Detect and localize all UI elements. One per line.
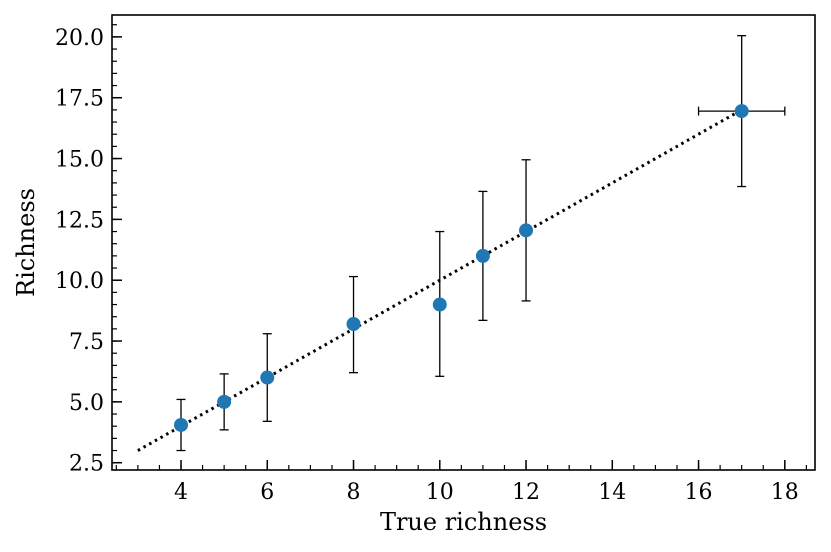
major-ticks (112, 36, 786, 470)
x-axis-label: True richness (380, 508, 547, 536)
tick-labels: 4 6 8 10 12 14 16 18 2.5 5.0 7.5 10.0 12.5 15.0 17.5 20… (55, 26, 799, 505)
x-tick-label: 12 (512, 480, 540, 505)
x-tick-label: 18 (771, 480, 799, 505)
x-tick-label: 10 (426, 480, 454, 505)
data-point (346, 317, 361, 332)
y-tick-label: 17.5 (55, 87, 104, 112)
y-tick-label: 15.0 (55, 148, 104, 173)
data-point (734, 104, 749, 119)
y-tick-label: 10.0 (55, 269, 104, 294)
x-tick-label: 14 (598, 480, 626, 505)
data-point (475, 248, 490, 263)
x-tick-label: 8 (347, 480, 361, 505)
data-point (432, 297, 447, 312)
x-tick-label: 6 (260, 480, 274, 505)
y-tick-label: 7.5 (69, 330, 104, 355)
x-tick-label: 16 (685, 480, 713, 505)
data-point (260, 370, 275, 385)
data-point (217, 394, 232, 409)
y-tick-label: 5.0 (69, 391, 104, 416)
y-tick-label: 2.5 (69, 452, 104, 477)
y-tick-label: 20.0 (55, 26, 104, 51)
data-point (174, 417, 189, 432)
data-markers (174, 104, 749, 432)
x-tick-label: 4 (174, 480, 188, 505)
y-axis-label: Richness (12, 188, 40, 297)
data-point (519, 223, 534, 238)
y-tick-label: 12.5 (55, 208, 104, 233)
plot-frame (111, 14, 816, 471)
